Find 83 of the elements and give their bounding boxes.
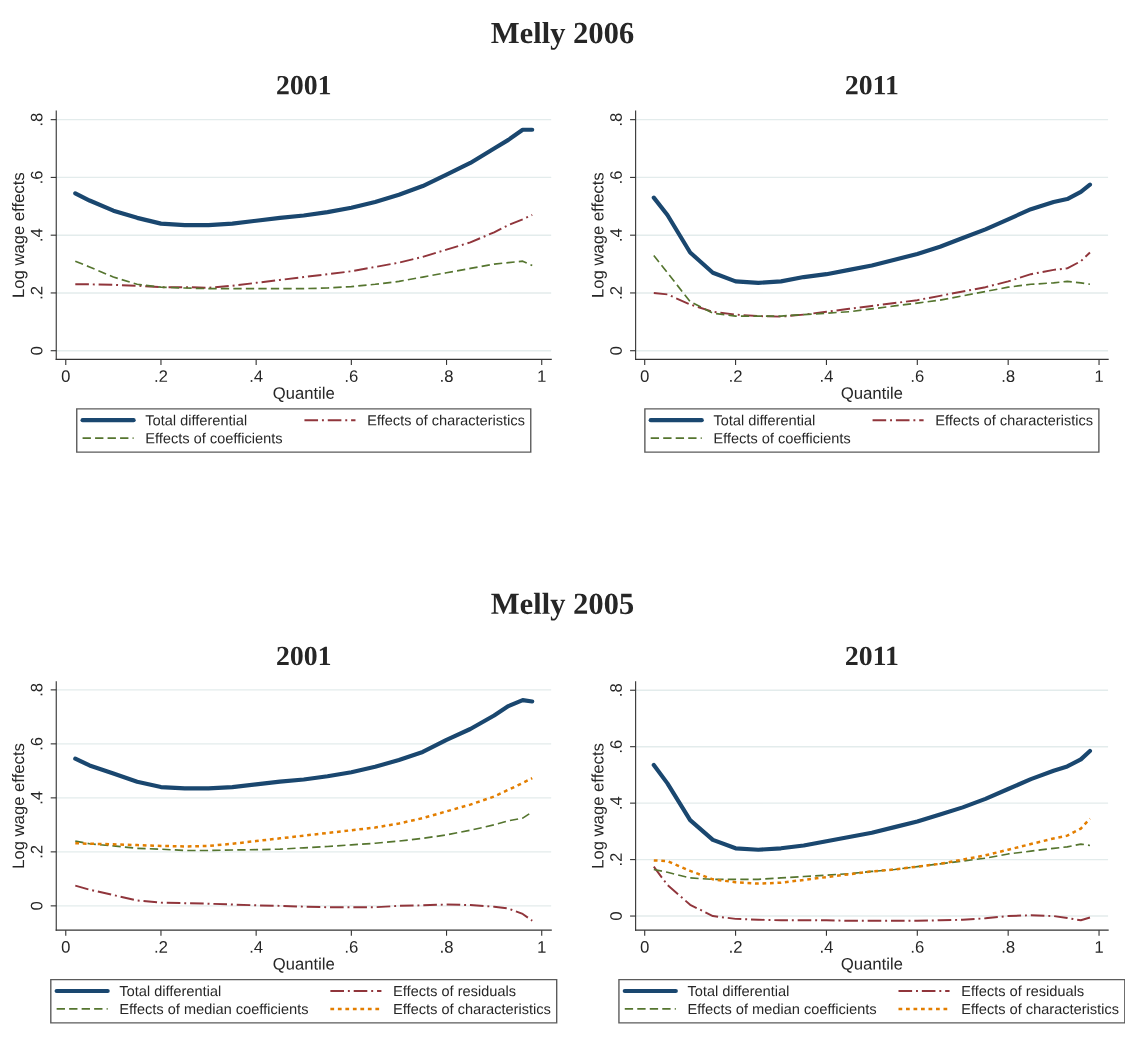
y-tick-label: 0 [30, 901, 43, 910]
line-series [74, 213, 534, 289]
x-tick-label: .6 [911, 941, 924, 953]
legend-label: Total differential [145, 414, 247, 426]
y-tick-label: .8 [30, 683, 43, 696]
line-series [74, 260, 534, 290]
y-tick-label: .6 [610, 171, 622, 183]
line-series [74, 776, 534, 848]
legend-label: Total differential [687, 985, 789, 997]
x-tick-label: 1 [1095, 370, 1103, 382]
chart-title: 2011 [846, 75, 898, 95]
legend-label: Effects of coefficients [714, 432, 851, 444]
x-tick-label: .2 [730, 941, 742, 953]
chart-title: 2001 [277, 75, 331, 95]
y-tick-label: .2 [30, 286, 43, 299]
line-series [74, 884, 534, 922]
y-tick-label: .2 [610, 853, 622, 866]
x-tick-label: 0 [61, 941, 70, 953]
legend-label: Total differential [119, 985, 221, 997]
y-tick-label: .6 [30, 171, 43, 183]
x-tick-label: .2 [155, 370, 168, 382]
x-tick-label: .2 [730, 370, 742, 382]
x-tick-label: 0 [640, 370, 649, 383]
legend-label: Effects of residuals [962, 985, 1084, 997]
y-tick-label: 0 [610, 346, 622, 355]
x-tick-label: .8 [1002, 941, 1015, 953]
legend-label: Effects of residuals [394, 985, 516, 997]
x-tick-label: .4 [250, 370, 263, 382]
legend-label: Effects of characteristics [368, 414, 525, 426]
legend-label: Effects of characteristics [962, 1003, 1119, 1015]
line-series [73, 127, 535, 228]
x-tick-label: .8 [1002, 370, 1015, 383]
line-series [651, 748, 1093, 852]
y-tick-label: .8 [610, 113, 622, 126]
x-tick-label: .4 [250, 941, 263, 953]
chart-title: 2001 [277, 646, 331, 666]
y-axis-title: Log wage effects [12, 743, 28, 868]
x-tick-label: 1 [538, 941, 546, 953]
y-tick-label: .2 [610, 286, 622, 299]
x-tick-label: 1 [538, 370, 546, 382]
x-axis-title: Quantile [841, 386, 903, 402]
legend-label: Effects of coefficients [146, 432, 283, 444]
y-axis-title: Log wage effects [12, 172, 28, 297]
x-tick-label: 1 [1095, 941, 1103, 953]
y-tick-label: .4 [30, 228, 43, 241]
x-tick-label: .8 [441, 941, 453, 953]
line-series [652, 817, 1092, 885]
y-tick-label: .6 [610, 740, 622, 753]
legend-label: Effects of characteristics [394, 1003, 551, 1015]
y-tick-label: .4 [610, 796, 622, 809]
x-axis-title: Quantile [841, 957, 903, 973]
x-tick-label: .6 [911, 370, 924, 383]
x-tick-label: .8 [441, 370, 453, 383]
y-tick-label: .4 [610, 228, 622, 241]
y-axis-title: Log wage effects [591, 172, 607, 297]
y-tick-label: .8 [610, 684, 622, 696]
x-tick-label: .4 [821, 941, 833, 953]
x-axis-title: Quantile [273, 386, 335, 402]
x-tick-label: .2 [155, 941, 168, 953]
y-tick-label: .8 [30, 113, 43, 126]
text: Melly 2005 [491, 592, 634, 621]
y-tick-label: 0 [30, 346, 43, 355]
y-tick-label: 0 [610, 912, 622, 921]
y-tick-label: .2 [30, 845, 43, 858]
line-series [652, 865, 1091, 922]
legend-label: Effects of median coefficients [688, 1003, 877, 1015]
line-series [651, 182, 1093, 285]
x-axis-title: Quantile [273, 957, 335, 973]
x-tick-label: .6 [345, 941, 358, 953]
text: Melly 2006 [491, 21, 634, 50]
x-tick-label: .6 [345, 370, 358, 383]
y-tick-label: .4 [30, 791, 43, 804]
line-series [73, 698, 535, 791]
x-tick-label: 0 [640, 941, 649, 953]
x-tick-label: 0 [61, 370, 70, 383]
chart-title: 2011 [846, 646, 898, 666]
y-tick-label: .6 [30, 737, 43, 750]
legend-label: Effects of median coefficients [120, 1003, 308, 1015]
y-axis-title: Log wage effects [591, 743, 607, 868]
legend-label: Total differential [713, 414, 815, 426]
x-tick-label: .4 [821, 370, 833, 382]
line-series [652, 843, 1091, 881]
legend-label: Effects of characteristics [936, 414, 1093, 426]
